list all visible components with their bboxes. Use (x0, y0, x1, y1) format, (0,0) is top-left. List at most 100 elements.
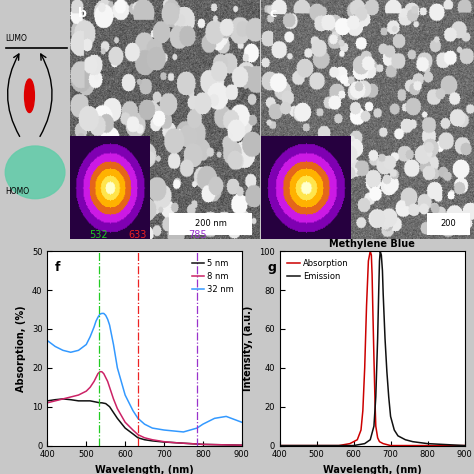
8 nm (149, 437, 155, 443)
8 nm (181, 440, 186, 446)
5 nm (87, 398, 93, 404)
Absorption (369, 272, 375, 277)
5 nm (52, 397, 58, 402)
5 nm (97, 400, 103, 406)
Absorption (365, 258, 371, 264)
32 nm (103, 312, 109, 318)
Emission (382, 336, 388, 341)
Emission (380, 291, 386, 297)
Absorption (395, 443, 401, 448)
Emission (371, 423, 377, 429)
32 nm (95, 314, 101, 320)
8 nm (76, 392, 82, 398)
Emission (351, 443, 356, 448)
32 nm (110, 342, 116, 347)
Emission (425, 441, 430, 447)
Text: f: f (55, 261, 61, 274)
5 nm (76, 398, 82, 404)
32 nm (200, 421, 206, 427)
8 nm (101, 371, 107, 376)
8 nm (194, 441, 200, 447)
32 nm (93, 319, 99, 324)
Absorption (358, 427, 364, 433)
8 nm (130, 427, 136, 433)
5 nm (101, 401, 107, 406)
8 nm (97, 369, 103, 374)
5 nm (239, 442, 245, 448)
8 nm (110, 396, 116, 402)
5 nm (181, 440, 186, 446)
Text: c: c (269, 7, 277, 20)
32 nm (105, 317, 110, 322)
Legend: Absorption, Emission: Absorption, Emission (284, 255, 352, 284)
5 nm (115, 416, 120, 421)
Text: 785: 785 (188, 229, 206, 239)
Text: 532: 532 (90, 229, 108, 239)
Absorption (425, 443, 430, 448)
Emission (402, 437, 408, 443)
32 nm (194, 425, 200, 431)
32 nm (101, 310, 107, 316)
5 nm (99, 400, 105, 406)
Text: 633: 633 (129, 229, 147, 239)
Line: 8 nm: 8 nm (47, 372, 242, 445)
Emission (314, 443, 319, 448)
5 nm (68, 397, 73, 402)
5 nm (161, 439, 167, 445)
Line: 32 nm: 32 nm (47, 313, 242, 432)
5 nm (45, 398, 50, 404)
32 nm (60, 347, 66, 353)
Emission (380, 268, 385, 273)
Absorption (371, 356, 377, 361)
Emission (367, 437, 373, 443)
8 nm (169, 439, 174, 445)
8 nm (103, 374, 109, 380)
Emission (277, 443, 283, 448)
32 nm (135, 416, 141, 421)
32 nm (142, 421, 147, 427)
Absorption (377, 439, 383, 445)
32 nm (68, 349, 73, 355)
Emission (377, 258, 383, 264)
Emission (395, 433, 401, 439)
Emission (373, 394, 379, 400)
Absorption (367, 248, 373, 254)
Emission (377, 248, 383, 254)
Line: 5 nm: 5 nm (47, 399, 242, 445)
32 nm (149, 425, 155, 431)
5 nm (149, 438, 155, 444)
Emission (362, 441, 367, 447)
5 nm (142, 437, 147, 443)
32 nm (91, 324, 97, 330)
8 nm (161, 439, 167, 445)
Absorption (388, 443, 393, 448)
32 nm (99, 310, 105, 316)
8 nm (115, 406, 120, 411)
Absorption (370, 307, 376, 312)
Absorption (277, 443, 283, 448)
8 nm (99, 369, 105, 374)
32 nm (97, 311, 103, 317)
Line: Emission: Emission (280, 251, 465, 446)
Emission (375, 336, 381, 341)
X-axis label: Wavelength, (nm): Wavelength, (nm) (95, 465, 194, 474)
32 nm (212, 416, 218, 421)
32 nm (115, 365, 120, 371)
5 nm (130, 431, 136, 437)
5 nm (219, 442, 225, 447)
Text: LUMO: LUMO (6, 34, 27, 43)
8 nm (95, 371, 101, 376)
Emission (388, 413, 393, 419)
8 nm (200, 442, 206, 447)
32 nm (223, 413, 229, 419)
Ellipse shape (5, 146, 65, 199)
Emission (392, 427, 397, 433)
5 nm (60, 396, 66, 402)
Emission (376, 287, 382, 293)
Absorption (462, 443, 467, 448)
8 nm (83, 388, 89, 394)
5 nm (135, 435, 141, 441)
X-axis label: Wavelength, (nm): Wavelength, (nm) (323, 465, 421, 474)
5 nm (93, 399, 99, 405)
8 nm (219, 442, 225, 447)
